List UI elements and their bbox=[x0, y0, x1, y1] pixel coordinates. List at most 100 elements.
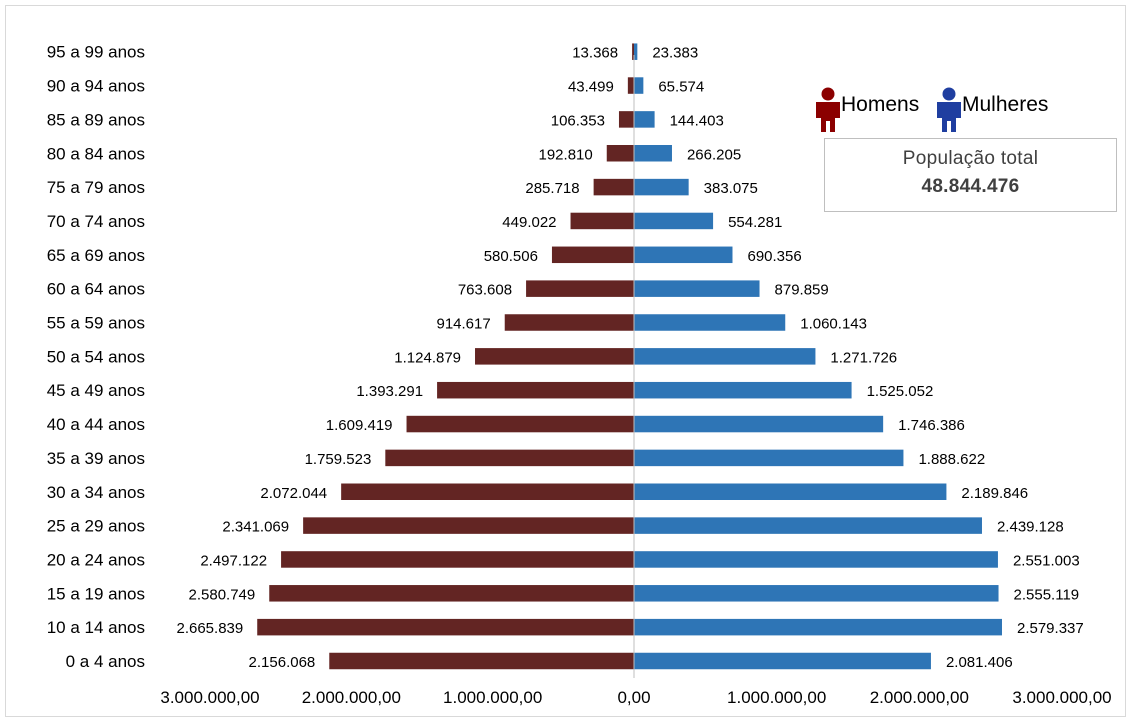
men-value-label: 580.506 bbox=[484, 248, 538, 265]
men-value-label: 763.608 bbox=[458, 282, 512, 299]
women-value-label: 1.271.726 bbox=[830, 349, 897, 366]
legend: Homens Mulheres bbox=[816, 87, 1048, 132]
age-group-label: 80 a 84 anos bbox=[47, 144, 145, 163]
women-value-label: 1.746.386 bbox=[898, 417, 965, 434]
age-group-label: 30 a 34 anos bbox=[47, 483, 145, 502]
x-tick-label: 1.000.000,00 bbox=[443, 688, 542, 707]
men-value-label: 2.072.044 bbox=[260, 485, 327, 502]
men-bar bbox=[329, 652, 634, 670]
total-population-value: 48.844.476 bbox=[921, 176, 1020, 197]
men-bar bbox=[475, 348, 634, 365]
men-bar bbox=[341, 483, 634, 500]
age-group-label: 60 a 64 anos bbox=[47, 280, 145, 299]
age-group-label: 70 a 74 anos bbox=[47, 212, 145, 231]
women-value-label: 2.551.003 bbox=[1013, 552, 1080, 569]
women-bar bbox=[634, 280, 760, 297]
men-bars bbox=[257, 43, 634, 670]
women-bar bbox=[634, 246, 733, 264]
men-bar bbox=[570, 212, 634, 230]
men-value-label: 106.353 bbox=[551, 112, 605, 129]
x-tick-label: 1.000.000,00 bbox=[727, 688, 826, 707]
men-bar bbox=[257, 618, 634, 636]
x-tick-label: 2.000.000,00 bbox=[870, 688, 969, 707]
women-bar bbox=[634, 415, 884, 433]
men-bar bbox=[269, 585, 634, 602]
age-group-label: 85 a 89 anos bbox=[47, 110, 145, 129]
age-group-label: 25 a 29 anos bbox=[47, 517, 145, 536]
age-group-label: 20 a 24 anos bbox=[47, 550, 145, 569]
total-population-box: População total 48.844.476 bbox=[824, 138, 1117, 212]
women-value-label: 1.525.052 bbox=[867, 383, 934, 400]
legend-men-label: Homens bbox=[841, 93, 919, 116]
women-bars bbox=[634, 43, 1002, 670]
men-bar bbox=[281, 551, 634, 568]
women-value-label: 879.859 bbox=[775, 282, 829, 299]
women-bar bbox=[634, 314, 786, 331]
women-bar bbox=[634, 483, 947, 500]
men-value-label: 1.609.419 bbox=[326, 417, 393, 434]
women-bar bbox=[634, 111, 655, 128]
age-group-label: 15 a 19 anos bbox=[47, 584, 145, 603]
age-group-label: 75 a 79 anos bbox=[47, 178, 145, 197]
women-bar bbox=[634, 77, 644, 94]
men-value-label: 914.617 bbox=[436, 316, 490, 333]
women-value-label: 2.189.846 bbox=[961, 485, 1028, 502]
men-value-label: 2.341.069 bbox=[222, 519, 289, 536]
men-bar bbox=[606, 145, 634, 162]
men-value-label: 1.124.879 bbox=[394, 349, 461, 366]
women-value-label: 2.081.406 bbox=[946, 654, 1013, 671]
men-bar bbox=[551, 246, 634, 264]
women-value-label: 383.075 bbox=[704, 180, 758, 197]
total-population-title: População total bbox=[902, 148, 1039, 169]
age-group-label: 35 a 39 anos bbox=[47, 449, 145, 468]
men-value-label: 13.368 bbox=[572, 45, 618, 62]
men-bar bbox=[618, 111, 634, 128]
age-group-label: 90 a 94 anos bbox=[47, 77, 145, 96]
age-labels: 0 a 4 anos 10 a 14 anos 15 a 19 anos 20 a 2… bbox=[47, 43, 145, 671]
women-value-label: 1.060.143 bbox=[800, 316, 867, 333]
age-group-label: 50 a 54 anos bbox=[47, 347, 145, 366]
women-bar bbox=[634, 449, 904, 467]
men-bar bbox=[593, 178, 634, 196]
men-value-label: 2.665.839 bbox=[176, 620, 243, 637]
legend-women-person-icon bbox=[937, 87, 961, 132]
men-bar bbox=[526, 280, 634, 297]
men-value-label: 2.497.122 bbox=[200, 552, 267, 569]
women-bar bbox=[634, 585, 999, 602]
age-group-label: 0 a 4 anos bbox=[66, 652, 145, 671]
age-group-label: 10 a 14 anos bbox=[47, 618, 145, 637]
women-value-label: 554.281 bbox=[728, 214, 782, 231]
women-bar bbox=[634, 348, 816, 365]
women-bar bbox=[634, 145, 672, 162]
women-bar bbox=[634, 212, 714, 230]
men-bar bbox=[627, 77, 634, 94]
men-value-label: 43.499 bbox=[568, 79, 614, 96]
men-value-label: 2.156.068 bbox=[249, 654, 316, 671]
x-tick-label: 3.000.000,00 bbox=[1012, 688, 1111, 707]
men-value-label: 2.580.749 bbox=[189, 586, 256, 603]
women-bar bbox=[634, 517, 982, 534]
women-value-label: 65.574 bbox=[658, 79, 704, 96]
age-group-label: 40 a 44 anos bbox=[47, 415, 145, 434]
women-value-label: 2.579.337 bbox=[1017, 620, 1084, 637]
x-axis-tick-labels: 3.000.000,00 2.000.000,00 1.000.000,00 0,00… bbox=[160, 688, 1111, 707]
women-value-label: 1.888.622 bbox=[918, 451, 985, 468]
women-bar bbox=[634, 178, 689, 196]
age-group-label: 55 a 59 anos bbox=[47, 314, 145, 333]
women-bar bbox=[634, 652, 931, 670]
men-bar bbox=[406, 415, 634, 433]
age-group-label: 65 a 69 anos bbox=[47, 246, 145, 265]
age-group-label: 95 a 99 anos bbox=[47, 43, 145, 62]
women-value-label: 2.439.128 bbox=[997, 519, 1064, 536]
women-bar bbox=[634, 551, 998, 568]
men-bar bbox=[385, 449, 634, 467]
men-bar bbox=[632, 43, 634, 60]
age-group-label: 45 a 49 anos bbox=[47, 381, 145, 400]
men-bar bbox=[504, 314, 634, 331]
men-bar bbox=[437, 381, 634, 399]
women-value-label: 23.383 bbox=[652, 45, 698, 62]
women-value-label: 266.205 bbox=[687, 146, 741, 163]
men-value-label: 1.393.291 bbox=[356, 383, 423, 400]
women-value-label: 690.356 bbox=[747, 248, 801, 265]
